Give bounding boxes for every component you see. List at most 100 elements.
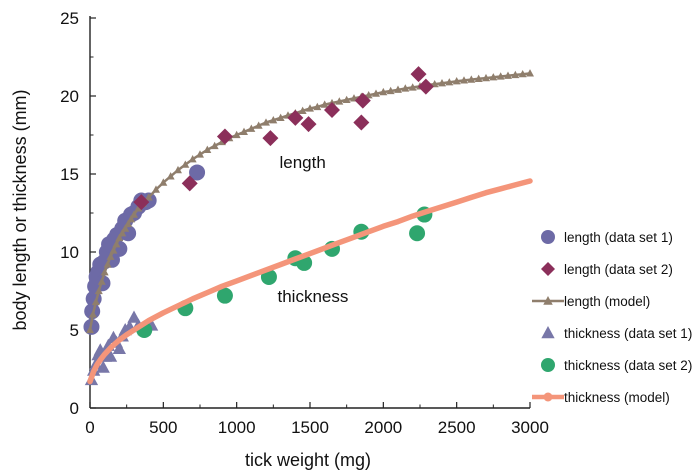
legend-marker — [541, 262, 555, 276]
x-tick-label: 2500 — [438, 418, 476, 437]
model-marker — [115, 233, 124, 242]
data-point — [410, 66, 427, 83]
model-marker — [127, 215, 136, 223]
x-tick-label: 1500 — [291, 418, 329, 437]
model-marker — [504, 71, 512, 79]
y-tick-label: 20 — [60, 87, 79, 106]
model-marker — [379, 87, 388, 96]
data-point — [409, 225, 426, 242]
model-marker — [306, 104, 314, 112]
model-marker — [181, 160, 190, 168]
model-marker — [518, 69, 527, 78]
annotations: length thickness — [277, 153, 348, 306]
model-marker — [408, 83, 417, 91]
model-marker — [313, 102, 322, 111]
legend-label: length (data set 1) — [564, 230, 673, 245]
model-marker — [276, 113, 285, 121]
data-point — [353, 114, 370, 131]
data-point — [84, 303, 101, 320]
legend-item: thickness (data set 1) — [541, 326, 692, 341]
model-marker — [196, 150, 204, 158]
legend-marker — [541, 326, 555, 339]
model-marker — [100, 268, 109, 276]
data-point — [300, 116, 317, 133]
annotation-length: length — [280, 153, 326, 172]
model-marker — [112, 240, 121, 248]
model-marker — [86, 325, 94, 334]
model-marker — [106, 252, 115, 260]
legend-marker — [541, 230, 555, 244]
legend-label: length (model) — [564, 294, 650, 309]
model-marker — [134, 204, 143, 212]
x-tick-label: 500 — [149, 418, 177, 437]
model-marker — [452, 76, 461, 85]
model-marker — [152, 185, 160, 193]
model-marker — [526, 69, 534, 77]
x-axis-label: tick weight (mg) — [245, 450, 371, 470]
model-marker — [269, 115, 278, 124]
series-length-data-set-2- — [133, 66, 434, 211]
y-tick-label: 25 — [60, 9, 79, 28]
model-marker — [232, 130, 241, 139]
x-tick-label: 0 — [85, 418, 94, 437]
model-marker — [240, 127, 248, 136]
data-point — [324, 102, 340, 119]
legend-label: thickness (model) — [564, 390, 670, 405]
data-point — [181, 175, 198, 192]
annotation-thickness: thickness — [277, 287, 348, 306]
model-marker — [254, 121, 263, 129]
model-marker — [124, 219, 133, 228]
model-marker — [188, 154, 197, 163]
data-point — [216, 287, 233, 304]
y-tick-label: 5 — [70, 321, 79, 340]
data-point — [103, 349, 118, 362]
model-marker — [342, 95, 351, 104]
data-point — [216, 128, 233, 145]
data-point — [354, 92, 371, 109]
data-point — [133, 194, 150, 211]
model-marker — [511, 70, 520, 79]
model-marker — [121, 224, 130, 232]
model-marker — [97, 277, 106, 285]
model-marker — [94, 286, 103, 295]
model-marker — [445, 78, 454, 86]
series-thickness-model- — [87, 178, 533, 385]
y-tick-label: 15 — [60, 165, 79, 184]
data-point — [417, 78, 434, 95]
model-marker — [91, 297, 100, 306]
model-marker — [438, 79, 446, 87]
legend-label: thickness (data set 2) — [564, 358, 692, 373]
y-axis-label: body length or thickness (mm) — [10, 89, 30, 330]
data-point — [262, 130, 279, 147]
model-marker — [474, 74, 483, 82]
data-point — [287, 109, 304, 126]
series-length-model- — [86, 69, 534, 334]
model-marker — [364, 91, 373, 99]
y-tick-label: 10 — [60, 243, 79, 262]
model-marker — [467, 75, 476, 83]
model-marker — [88, 310, 97, 318]
axes: 0 5 10 15 20 25 0 500 1000 1500 2000 2500 3000 — [60, 9, 549, 437]
data-point — [127, 310, 141, 323]
data-point — [112, 341, 126, 354]
model-marker — [482, 73, 490, 82]
legend-item: length (data set 2) — [541, 262, 673, 277]
model-marker — [460, 76, 468, 84]
model-marker — [144, 193, 153, 201]
y-tick-label: 0 — [70, 399, 79, 418]
model-marker — [159, 178, 168, 186]
legend-label: length (data set 2) — [564, 262, 673, 277]
data-point — [189, 164, 206, 181]
legend-item: thickness (model) — [532, 390, 670, 405]
data-point — [96, 360, 110, 373]
legend-marker — [543, 392, 553, 402]
x-tick-label: 1000 — [218, 418, 256, 437]
model-marker — [496, 72, 505, 80]
model-marker — [103, 260, 112, 268]
legend-marker — [541, 358, 555, 372]
model-marker — [372, 89, 380, 97]
model-marker — [386, 86, 395, 95]
model-marker — [262, 118, 270, 126]
legend-marker — [543, 296, 553, 305]
